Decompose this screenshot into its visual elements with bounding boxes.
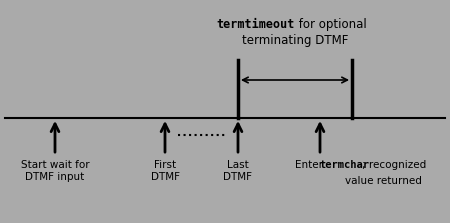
Text: Last
DTMF: Last DTMF — [224, 160, 252, 182]
Text: Start wait for
DTMF input: Start wait for DTMF input — [21, 160, 89, 182]
Text: ; recognized: ; recognized — [362, 160, 426, 170]
Text: value returned: value returned — [345, 176, 422, 186]
Text: termtimeout: termtimeout — [216, 18, 295, 31]
Text: termchar: termchar — [319, 160, 369, 170]
Text: First
DTMF: First DTMF — [150, 160, 180, 182]
Text: for optional: for optional — [295, 18, 367, 31]
Text: Enter: Enter — [295, 160, 326, 170]
Text: terminating DTMF: terminating DTMF — [242, 34, 348, 47]
